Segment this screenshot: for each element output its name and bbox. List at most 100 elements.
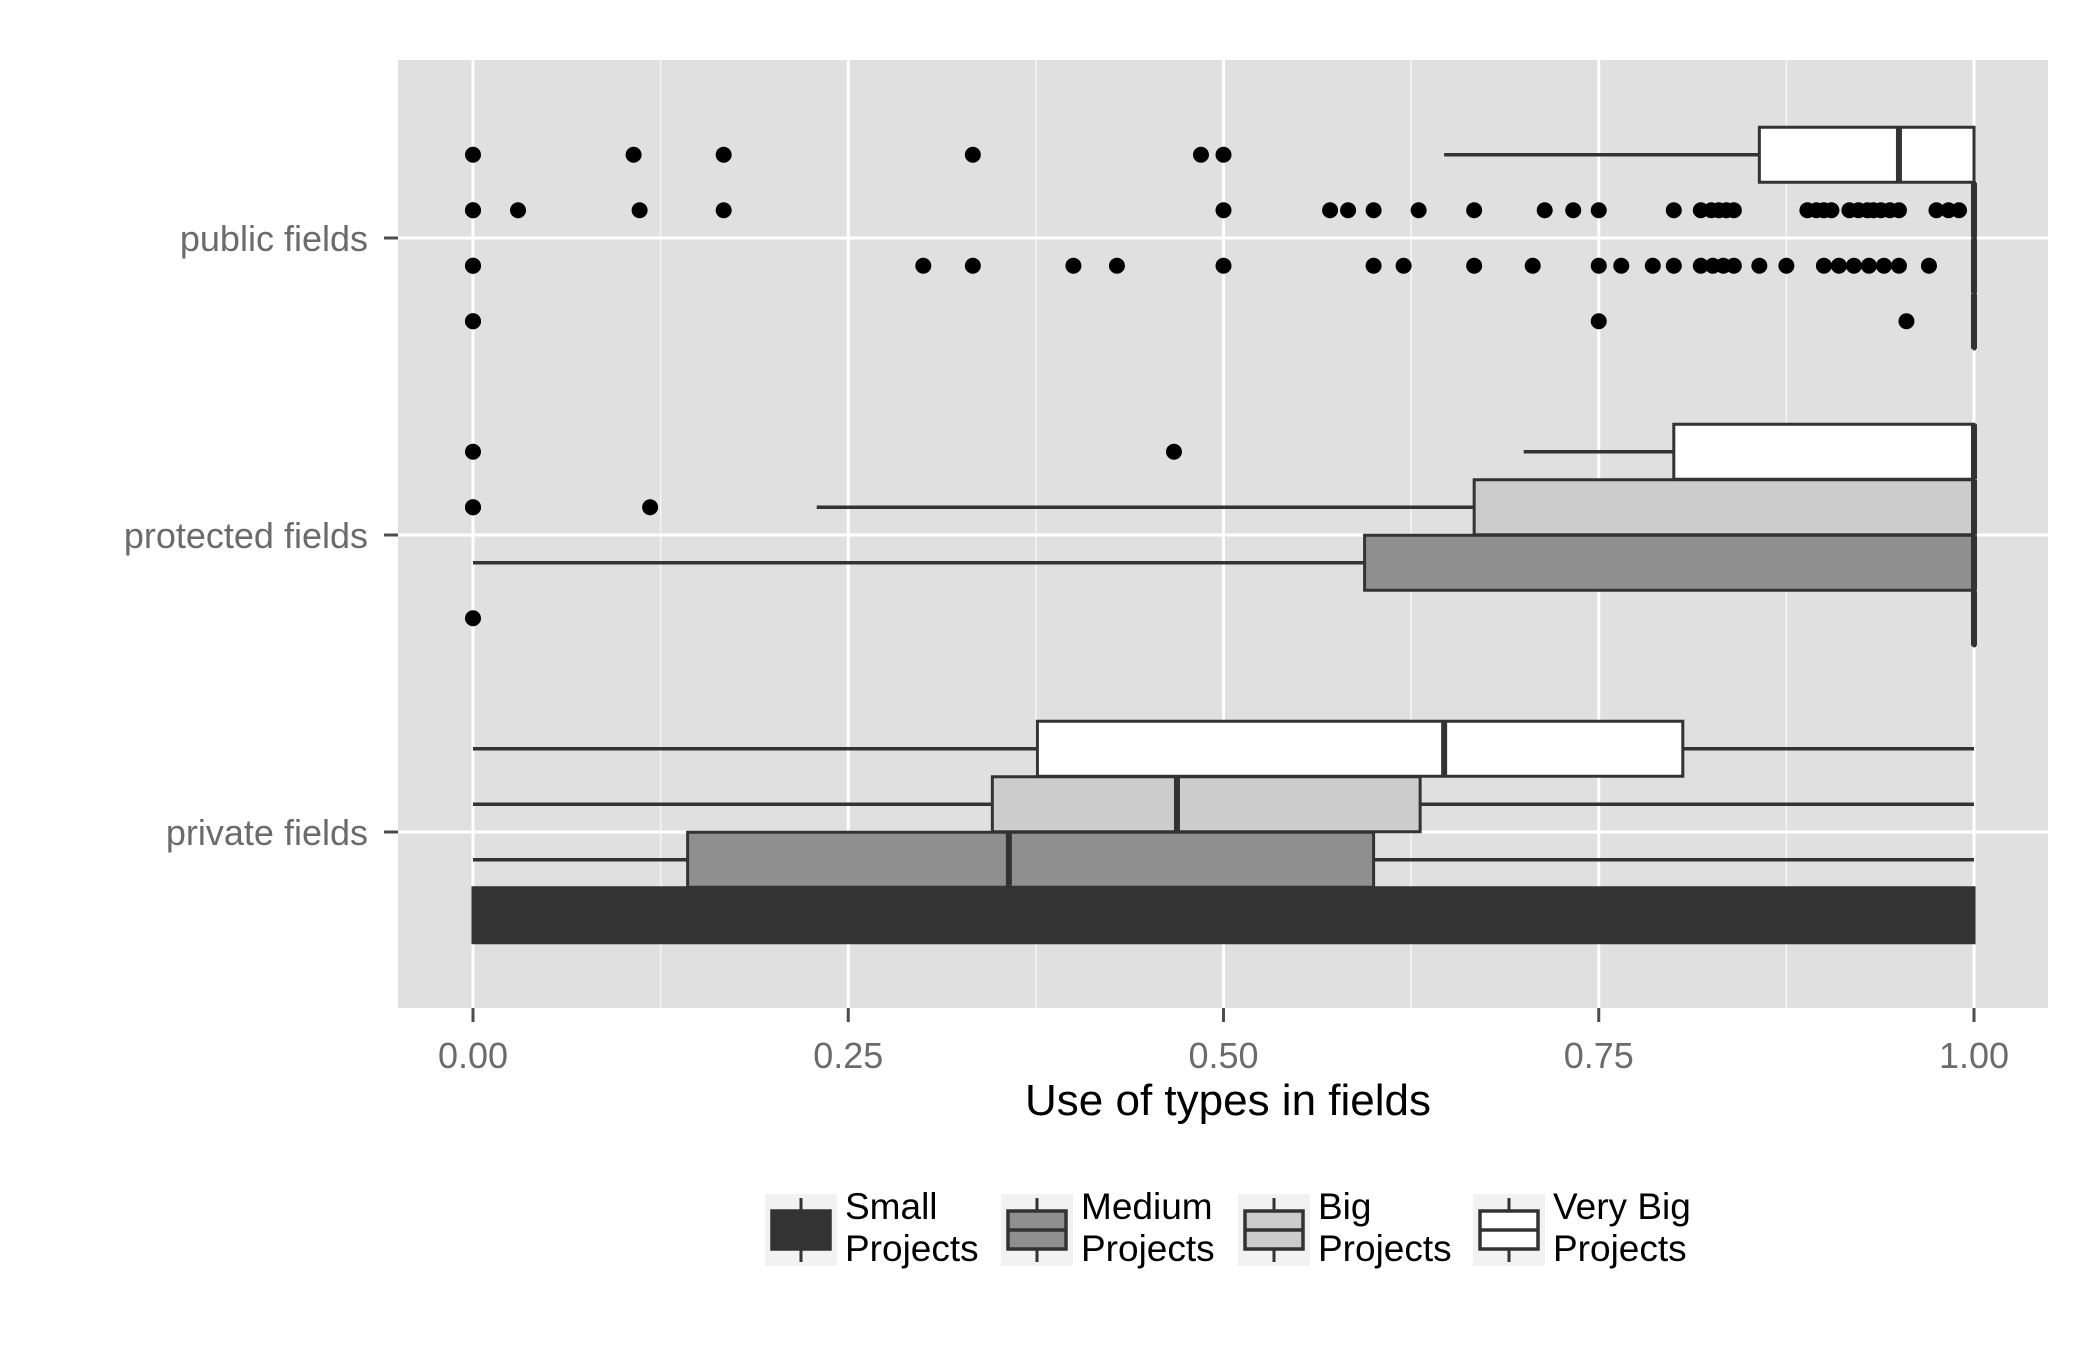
outlier-very-big-projects-protected-fields [1165,443,1182,460]
outlier-big-projects-public-fields [1466,202,1483,219]
outlier-big-projects-public-fields [465,202,481,219]
box-big-projects-public-fields [1971,181,1977,240]
outlier-medium-projects-public-fields [1644,257,1661,274]
box-big-projects-protected-fields [816,478,1977,537]
outlier-very-big-projects-public-fields [715,146,732,163]
box-iqr [686,830,1376,889]
legend-label-line-2: Projects [1318,1228,1452,1269]
box-small-projects-private-fields [471,886,1976,945]
x-tick-label: 0.75 [1564,1035,1634,1076]
box-very-big-projects-private-fields [473,719,1974,778]
outlier-medium-projects-public-fields [1395,257,1412,274]
outlier-medium-projects-public-fields [915,257,932,274]
box-medium-projects-public-fields [1971,236,1977,295]
y-tick-label-public-fields: public fields [180,218,368,259]
outlier-medium-projects-public-fields [1365,257,1382,274]
outlier-medium-projects-public-fields [1860,257,1877,274]
legend-label-line-2: Projects [1553,1228,1687,1269]
outlier-big-projects-public-fields [1950,202,1967,219]
boxplots [471,125,1977,945]
box-small-projects-public-fields [1971,292,1977,351]
outlier-very-big-projects-public-fields [1215,146,1232,163]
outlier-big-projects-protected-fields [465,499,481,516]
x-tick-label: 0.50 [1188,1035,1258,1076]
outlier-small-projects-public-fields [1590,313,1607,330]
outlier-very-big-projects-public-fields [1192,146,1209,163]
outlier-medium-projects-public-fields [1665,257,1682,274]
outlier-points [465,146,1967,627]
outlier-big-projects-public-fields [1340,202,1357,219]
outlier-medium-projects-public-fields [1751,257,1768,274]
box-big-projects-private-fields [473,775,1974,834]
outlier-medium-projects-public-fields [1845,257,1862,274]
outlier-medium-projects-public-fields [1524,257,1541,274]
outlier-big-projects-public-fields [1823,202,1840,219]
y-tick-label-protected-fields: protected fields [124,515,368,556]
outlier-big-projects-public-fields [1665,202,1682,219]
box-iqr [1035,719,1685,778]
outlier-big-projects-public-fields [1536,202,1553,219]
outlier-medium-projects-public-fields [1466,257,1483,274]
outlier-big-projects-public-fields [1565,202,1582,219]
outlier-very-big-projects-public-fields [625,146,642,163]
outlier-medium-projects-public-fields [1890,257,1907,274]
outlier-very-big-projects-public-fields [964,146,981,163]
legend-label-line-2: Projects [1081,1228,1215,1269]
outlier-medium-projects-public-fields [1875,257,1892,274]
outlier-medium-projects-public-fields [1613,257,1630,274]
x-tick-label: 0.00 [438,1035,508,1076]
outlier-medium-projects-public-fields [1108,257,1125,274]
outlier-big-projects-public-fields [510,202,527,219]
box-iqr [1672,422,1976,481]
outlier-medium-projects-public-fields [1590,257,1607,274]
box-iqr [1472,478,1976,537]
box-small-projects-protected-fields [1971,589,1977,648]
box-very-big-projects-protected-fields [1523,422,1977,481]
outlier-medium-projects-public-fields [1692,257,1709,274]
legend-label-line-1: Small [845,1186,938,1227]
outlier-medium-projects-public-fields [1778,257,1795,274]
x-tick-label: 1.00 [1939,1035,2009,1076]
box-medium-projects-protected-fields [473,533,1977,592]
outlier-medium-projects-public-fields [1815,257,1832,274]
outlier-big-projects-public-fields [1215,202,1232,219]
legend-label-line-1: Big [1318,1186,1371,1227]
outlier-big-projects-protected-fields [642,499,659,516]
outlier-big-projects-public-fields [631,202,648,219]
outlier-big-projects-public-fields [1928,202,1945,219]
box-iqr [1363,533,1976,592]
outlier-medium-projects-public-fields [964,257,981,274]
box-medium-projects-private-fields [473,830,1974,889]
legend: SmallProjectsMediumProjectsBigProjectsVe… [765,1186,1691,1269]
outlier-medium-projects-public-fields [1065,257,1082,274]
x-axis-title: Use of types in fields [1025,1076,1431,1125]
x-tick-label: 0.25 [813,1035,883,1076]
outlier-medium-projects-public-fields [1920,257,1937,274]
legend-label-line-1: Very Big [1553,1186,1691,1227]
outlier-medium-projects-public-fields [1725,257,1742,274]
outlier-big-projects-public-fields [1365,202,1382,219]
outlier-big-projects-public-fields [1890,202,1907,219]
outlier-big-projects-public-fields [1725,202,1742,219]
legend-label-line-1: Medium [1081,1186,1213,1227]
outlier-small-projects-protected-fields [465,610,481,627]
box-iqr [990,775,1422,834]
outlier-small-projects-public-fields [1898,313,1915,330]
outlier-very-big-projects-public-fields [465,146,481,163]
outlier-big-projects-public-fields [715,202,732,219]
box-iqr [1757,125,1976,184]
outlier-big-projects-public-fields [1322,202,1339,219]
outlier-big-projects-public-fields [1410,202,1427,219]
axes: public fields protected fields private fie… [124,218,2009,1076]
outlier-big-projects-public-fields [1590,202,1607,219]
outlier-medium-projects-public-fields [1830,257,1847,274]
y-tick-label-private-fields: private fields [166,812,368,853]
outlier-small-projects-public-fields [465,313,481,330]
outlier-medium-projects-public-fields [465,257,481,274]
box-iqr [471,886,1976,945]
